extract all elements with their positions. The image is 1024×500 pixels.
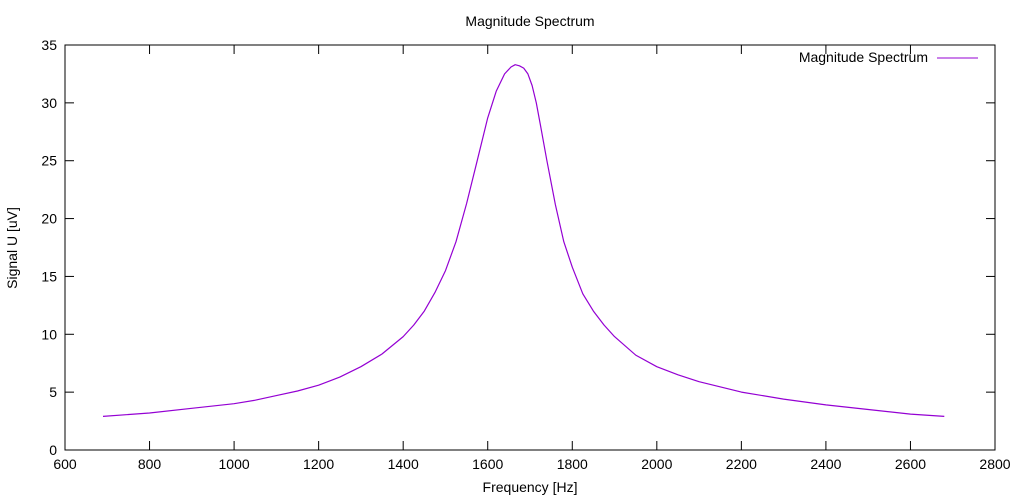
x-tick-label: 1800 <box>557 456 588 472</box>
series-line <box>102 64 945 417</box>
x-tick-label: 2800 <box>979 456 1010 472</box>
y-tick-label: 35 <box>41 37 57 53</box>
x-axis-label: Frequency [Hz] <box>483 479 578 495</box>
x-tick-label: 1200 <box>303 456 334 472</box>
x-tick-label: 2400 <box>810 456 841 472</box>
y-tick-label: 30 <box>41 95 57 111</box>
legend: Magnitude Spectrum <box>799 49 978 65</box>
y-tick-label: 20 <box>41 211 57 227</box>
x-tick-label: 1600 <box>472 456 503 472</box>
y-axis-label: Signal U [uV] <box>4 207 20 289</box>
x-tick-label: 2600 <box>895 456 926 472</box>
plot-frame <box>64 44 996 451</box>
y-tick-label: 5 <box>49 384 57 400</box>
x-tick-label: 800 <box>138 456 162 472</box>
y-tick-label: 25 <box>41 153 57 169</box>
y-axis-ticks: 0 5 10 15 20 25 30 35 <box>41 37 995 458</box>
legend-label: Magnitude Spectrum <box>799 49 928 65</box>
y-tick-label: 0 <box>49 442 57 458</box>
x-tick-label: 2000 <box>641 456 672 472</box>
series-layer <box>102 64 945 417</box>
x-tick-label: 1400 <box>388 456 419 472</box>
x-tick-label: 2200 <box>726 456 757 472</box>
x-axis-ticks: 600 800 1000 1200 1400 1600 1800 2000 2200 2400 26… <box>53 45 1011 472</box>
chart-title: Magnitude Spectrum <box>465 13 594 29</box>
x-tick-label: 1000 <box>219 456 250 472</box>
x-tick-label: 600 <box>53 456 77 472</box>
y-tick-label: 15 <box>41 268 57 284</box>
y-tick-label: 10 <box>41 326 57 342</box>
